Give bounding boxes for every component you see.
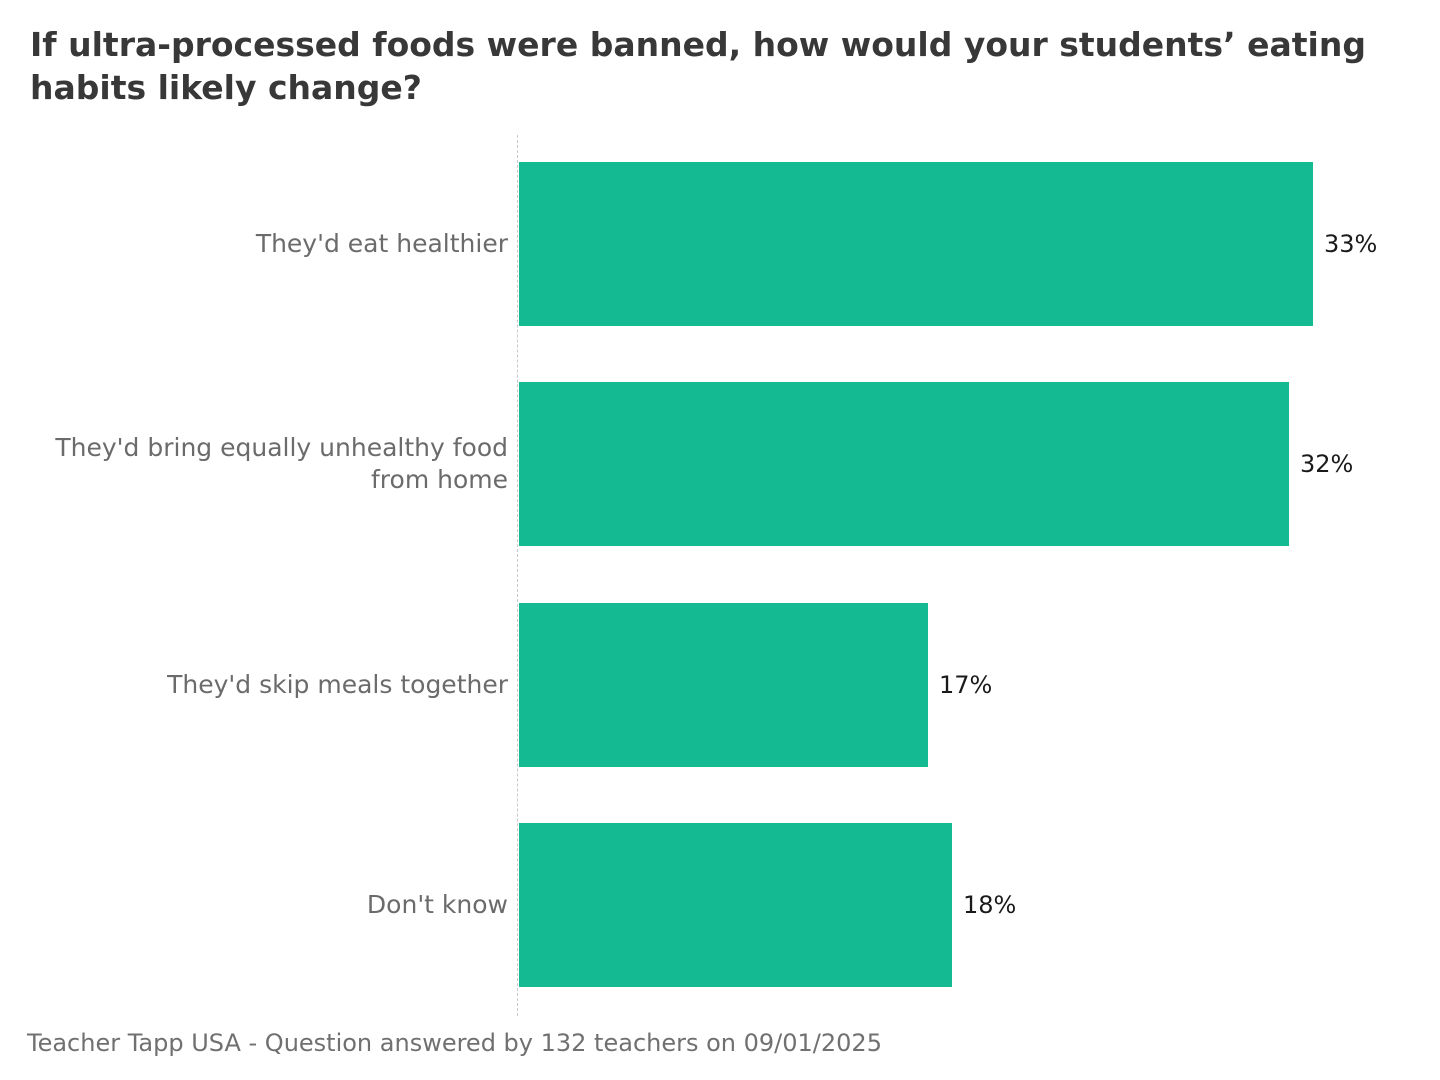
bar bbox=[519, 382, 1289, 546]
value-label: 33% bbox=[1324, 230, 1378, 258]
chart-title: If ultra-processed foods were banned, ho… bbox=[30, 25, 1366, 107]
category-label: They'd eat healthier bbox=[255, 229, 508, 258]
category-label: They'd bring equally unhealthy food from… bbox=[55, 433, 508, 494]
bar-row: Don't know 18% bbox=[0, 823, 1440, 987]
value-label: 18% bbox=[963, 891, 1017, 919]
bar-row: They'd bring equally unhealthy food from… bbox=[0, 382, 1440, 546]
value-label: 32% bbox=[1300, 450, 1354, 478]
bar-row: They'd skip meals together 17% bbox=[0, 603, 1440, 767]
bar bbox=[519, 823, 952, 987]
chart-footer: Teacher Tapp USA - Question answered by … bbox=[27, 1029, 882, 1057]
bar bbox=[519, 603, 928, 767]
axis-baseline bbox=[517, 135, 518, 1016]
bar bbox=[519, 162, 1313, 326]
value-label: 17% bbox=[939, 671, 993, 699]
bar-row: They'd eat healthier 33% bbox=[0, 162, 1440, 326]
category-label: Don't know bbox=[366, 890, 508, 919]
category-label: They'd skip meals together bbox=[167, 670, 508, 699]
